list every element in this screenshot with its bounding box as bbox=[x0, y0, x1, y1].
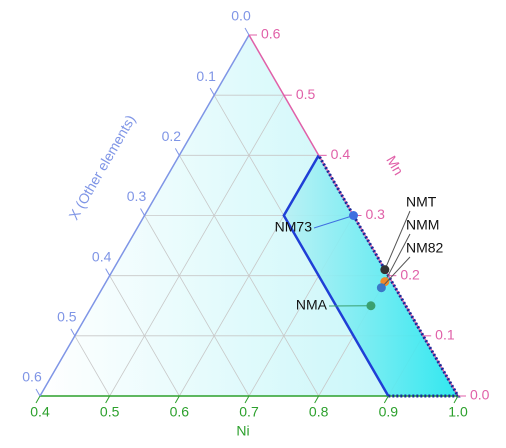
tick bbox=[140, 208, 145, 216]
x-tick-label: 0.0 bbox=[231, 8, 251, 24]
x-tick-label: 0.5 bbox=[57, 309, 77, 325]
ni-tick-label: 0.7 bbox=[239, 404, 259, 420]
grid-line bbox=[109, 275, 180, 397]
ni-tick-label: 0.5 bbox=[100, 404, 120, 420]
data-point bbox=[380, 265, 390, 275]
tick bbox=[174, 395, 180, 404]
leader-line bbox=[384, 210, 411, 270]
x-axis-title: X (Other elements) bbox=[65, 112, 138, 222]
ni-axis-title: Ni bbox=[236, 423, 249, 439]
x-tick-label: 0.3 bbox=[127, 188, 147, 204]
grid-line bbox=[144, 215, 250, 397]
ni-tick-label: 1.0 bbox=[448, 404, 468, 420]
tick bbox=[35, 395, 41, 404]
leader-line bbox=[384, 233, 411, 282]
leader-line bbox=[313, 215, 354, 229]
point-label: NM82 bbox=[406, 240, 444, 256]
tick bbox=[383, 395, 389, 404]
data-point bbox=[349, 211, 358, 220]
mn-tick-label: 0.6 bbox=[261, 26, 281, 42]
point-label: NMA bbox=[296, 297, 328, 313]
mn-tick-label: 0.3 bbox=[366, 206, 386, 222]
tick bbox=[314, 395, 320, 404]
point-label: NM73 bbox=[275, 219, 313, 235]
leader-line bbox=[381, 256, 411, 289]
tick bbox=[453, 395, 459, 404]
mn-tick-label: 0.0 bbox=[470, 387, 490, 403]
data-point bbox=[376, 283, 386, 293]
x-tick-label: 0.1 bbox=[196, 68, 216, 84]
point-label: NMM bbox=[406, 217, 439, 233]
mn-axis-title: Mn bbox=[383, 153, 407, 178]
tick bbox=[174, 148, 180, 156]
tick bbox=[244, 395, 250, 404]
x-tick-label: 0.6 bbox=[22, 369, 42, 385]
tick bbox=[70, 328, 76, 337]
ni-tick-label: 0.4 bbox=[30, 404, 50, 420]
grid-line bbox=[109, 94, 285, 397]
point-label: NMT bbox=[406, 194, 437, 210]
region bbox=[283, 155, 458, 396]
tick bbox=[244, 27, 250, 36]
grid-line bbox=[178, 155, 320, 397]
mn-tick-label: 0.1 bbox=[435, 327, 455, 343]
region-boundary bbox=[282, 154, 390, 397]
grid-line bbox=[74, 335, 111, 397]
mn-tick-label: 0.5 bbox=[296, 86, 316, 102]
tick bbox=[35, 388, 41, 397]
ni-tick-label: 0.6 bbox=[170, 404, 190, 420]
x-tick-label: 0.4 bbox=[92, 248, 112, 264]
tick bbox=[209, 87, 215, 96]
mn-tick-label: 0.2 bbox=[400, 266, 420, 282]
tick bbox=[105, 395, 111, 404]
x-tick-label: 0.2 bbox=[162, 128, 182, 144]
mn-tick-label: 0.4 bbox=[331, 146, 351, 162]
data-point bbox=[366, 301, 376, 311]
ni-tick-label: 0.9 bbox=[379, 404, 399, 420]
tick bbox=[105, 268, 111, 276]
ni-tick-label: 0.8 bbox=[309, 404, 329, 420]
